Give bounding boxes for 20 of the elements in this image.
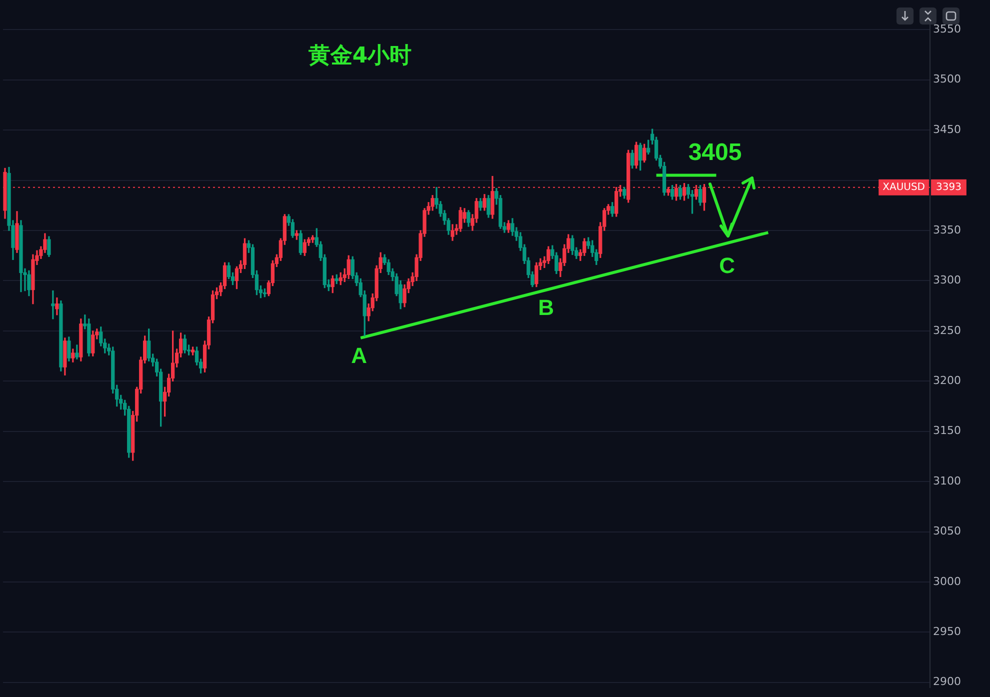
annotation: 3393: [936, 182, 962, 193]
y-tick-label: 3150: [933, 424, 961, 438]
y-tick-label: 3250: [933, 324, 961, 337]
y-tick-label: 2950: [933, 625, 961, 638]
y-tick-label: 3450: [933, 122, 961, 136]
annotation: 3405: [688, 138, 742, 166]
y-tick-label: 3050: [933, 524, 961, 538]
y-tick-label: 3500: [933, 72, 961, 86]
annotation: B: [538, 295, 554, 320]
y-tick-label: 3350: [933, 223, 961, 236]
y-tick-label: 3100: [933, 474, 961, 488]
annotation: C: [719, 253, 736, 278]
y-tick-label: 3300: [933, 274, 961, 287]
y-tick-label: 3000: [933, 574, 961, 588]
ref-line-label: XAUUSD: [882, 182, 926, 193]
y-tick-label: 3200: [933, 374, 961, 387]
annotation: A: [351, 343, 368, 368]
y-tick-label: 3550: [933, 22, 961, 36]
y-tick-label: 2900: [933, 675, 961, 688]
text: 黄金4小时: [307, 44, 412, 69]
